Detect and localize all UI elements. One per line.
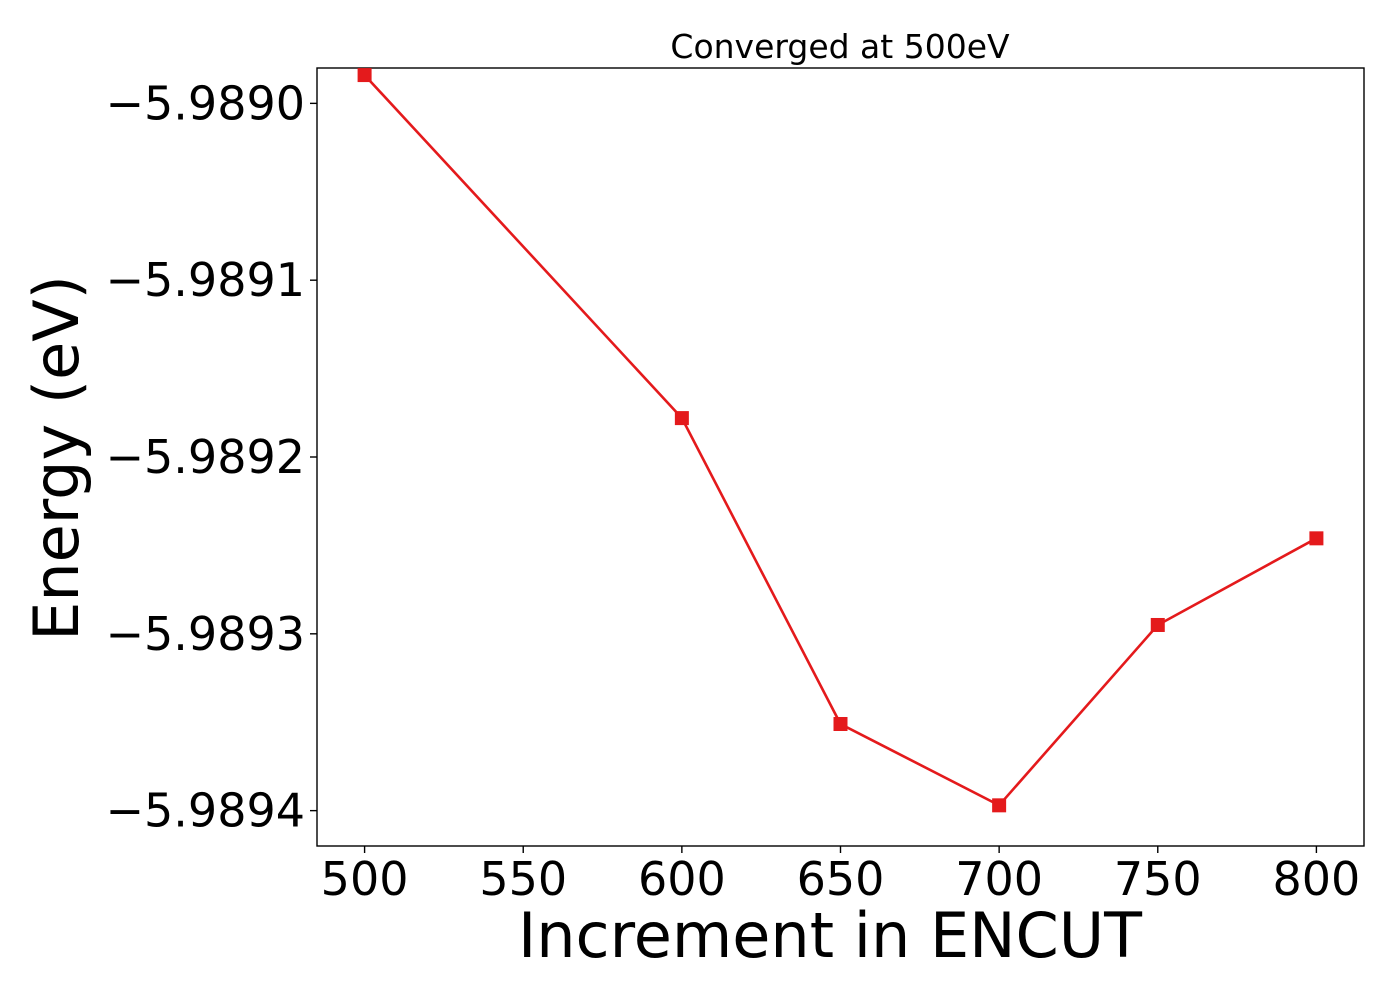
data-point-marker — [357, 68, 372, 83]
x-tick-label: 800 — [1273, 852, 1361, 906]
x-tick-label: 550 — [479, 852, 567, 906]
y-tick-label: −5.9894 — [106, 784, 306, 838]
data-point-marker — [992, 798, 1007, 813]
x-tick-label: 500 — [321, 852, 409, 906]
y-tick-label: −5.9893 — [106, 607, 306, 661]
x-tick-label: 700 — [955, 852, 1043, 906]
chart-title: Converged at 500eV — [670, 27, 1010, 66]
x-tick-label: 750 — [1114, 852, 1202, 906]
y-axis: −5.9890 −5.9891 −5.9892 −5.9893 −5.9894 — [106, 76, 317, 838]
series-layer — [357, 68, 1324, 813]
y-axis-title: Energy (eV) — [20, 275, 93, 641]
x-axis: 500 550 600 650 700 750 800 — [321, 846, 1361, 906]
y-tick-label: −5.9891 — [106, 253, 306, 307]
x-tick-label: 600 — [638, 852, 726, 906]
y-tick-label: −5.9892 — [106, 430, 306, 484]
x-axis-title: Increment in ENCUT — [518, 899, 1143, 972]
series-line — [363, 74, 1318, 807]
x-tick-label: 650 — [797, 852, 885, 906]
data-point-marker — [1309, 531, 1324, 546]
data-point-marker — [674, 411, 689, 426]
data-point-marker — [1150, 617, 1165, 632]
y-tick-label: −5.9890 — [106, 76, 306, 130]
data-point-marker — [833, 716, 848, 731]
